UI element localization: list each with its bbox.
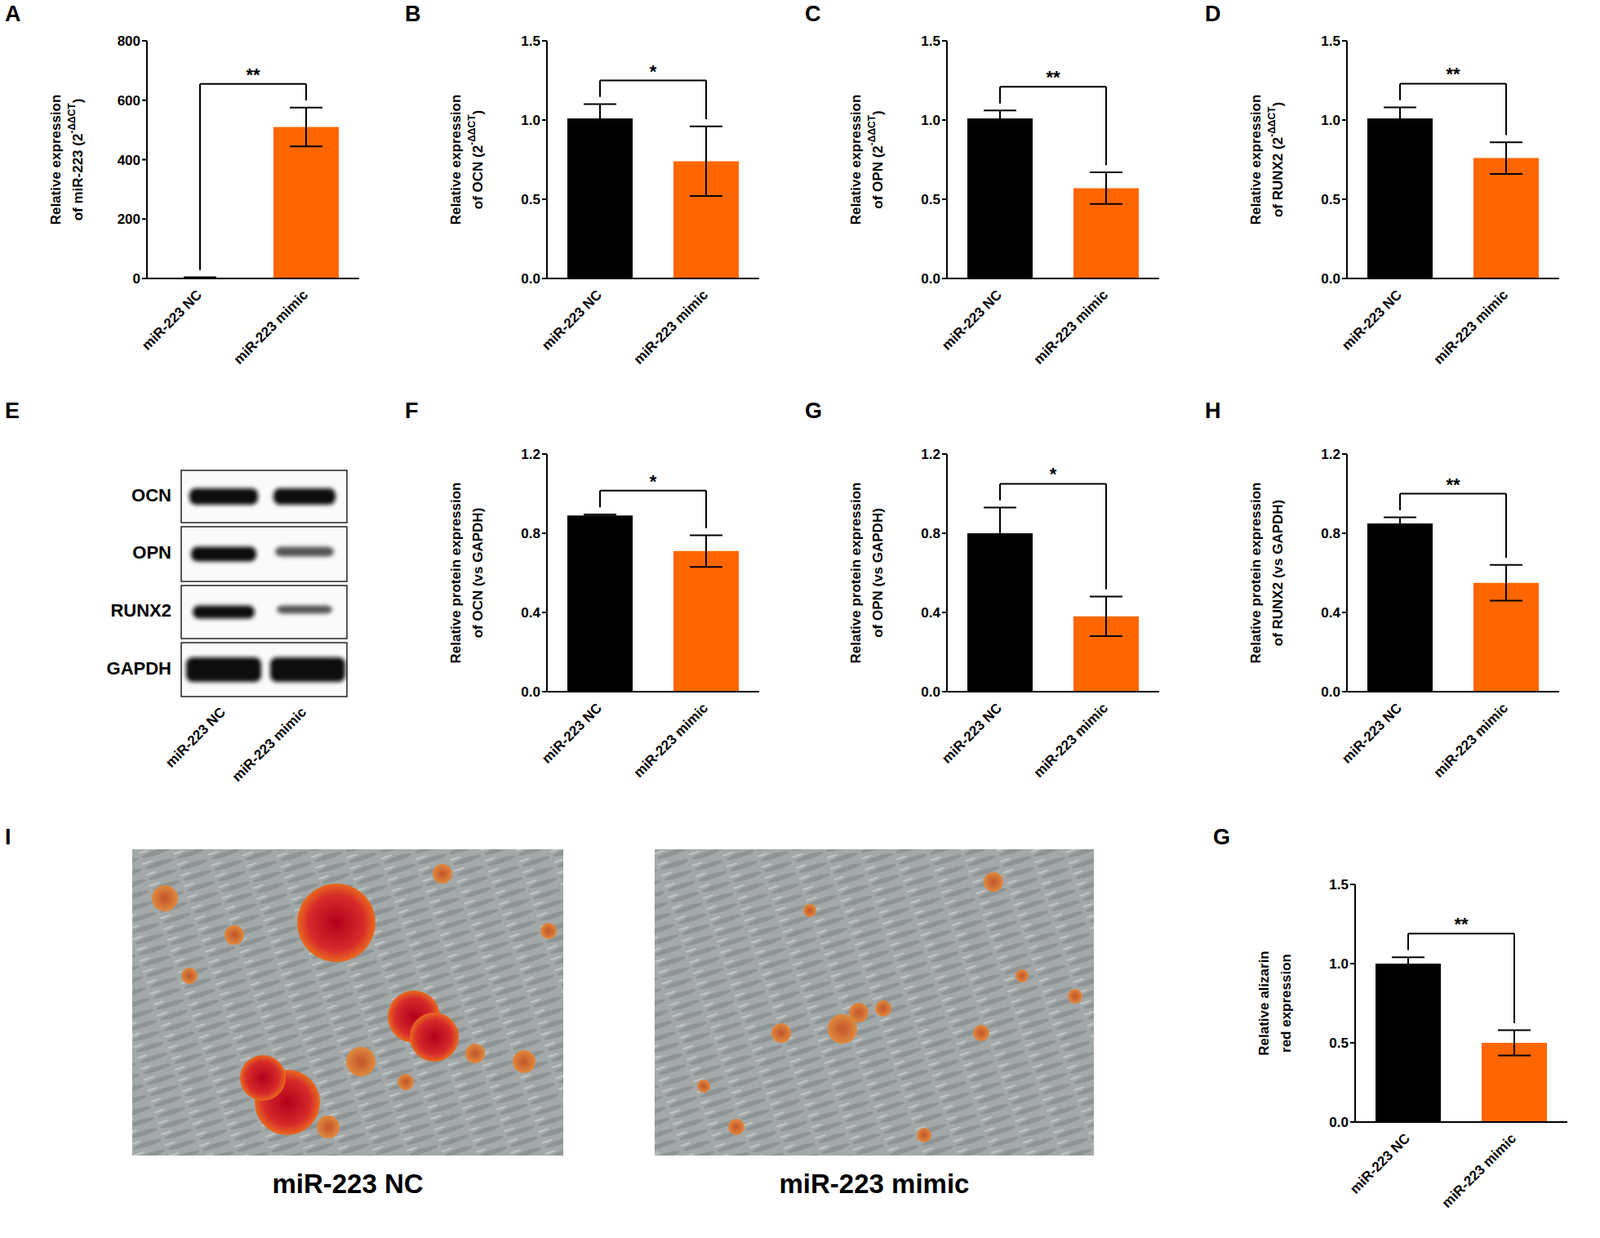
svg-text:Relative alizarin: Relative alizarin — [1256, 950, 1272, 1056]
svg-text:miR-223 mimic: miR-223 mimic — [779, 1168, 970, 1199]
svg-text:0.8: 0.8 — [920, 525, 941, 542]
html-text:C: C — [804, 1, 821, 27]
svg-text:0.5: 0.5 — [920, 191, 941, 208]
svg-text:**: ** — [1445, 474, 1461, 495]
svg-text:of miR-223 (2-ΔΔCT): of miR-223 (2-ΔΔCT) — [66, 98, 86, 222]
svg-text:miR-223 mimic: miR-223 mimic — [231, 287, 312, 368]
svg-text:*: * — [649, 471, 658, 492]
svg-text:0.4: 0.4 — [920, 604, 941, 621]
svg-text:0.8: 0.8 — [520, 525, 541, 542]
svg-text:of RUNX2 (2-ΔΔCT): of RUNX2 (2-ΔΔCT) — [1266, 102, 1286, 218]
html-text:E: E — [4, 398, 20, 423]
svg-text:**: ** — [1453, 913, 1469, 934]
svg-text:GAPDH: GAPDH — [106, 657, 172, 679]
svg-text:1.2: 1.2 — [920, 446, 941, 463]
html-text:A: A — [4, 1, 21, 27]
svg-text:1.5: 1.5 — [1328, 876, 1349, 893]
svg-text:of OCN (2-ΔΔCT): of OCN (2-ΔΔCT) — [466, 110, 486, 209]
svg-text:Relative expression: Relative expression — [448, 94, 464, 226]
svg-text:miR-223 NC: miR-223 NC — [271, 1168, 423, 1199]
svg-text:0.4: 0.4 — [520, 604, 541, 621]
svg-text:miR-223 NC: miR-223 NC — [1346, 1130, 1414, 1197]
svg-text:1.5: 1.5 — [1320, 33, 1341, 49]
svg-text:of OCN (vs GAPDH): of OCN (vs GAPDH) — [470, 507, 486, 639]
svg-text:0.4: 0.4 — [1320, 604, 1341, 621]
svg-text:800: 800 — [117, 33, 141, 49]
svg-text:0.0: 0.0 — [920, 684, 941, 700]
svg-text:miR-223 mimic: miR-223 mimic — [631, 287, 712, 368]
svg-text:*: * — [649, 61, 658, 82]
svg-text:Relative protein expression: Relative protein expression — [448, 481, 464, 663]
svg-text:miR-223 mimic: miR-223 mimic — [1031, 287, 1112, 368]
svg-text:miR-223 NC: miR-223 NC — [538, 287, 605, 354]
svg-text:miR-223 NC: miR-223 NC — [162, 704, 229, 771]
svg-text:1.0: 1.0 — [1320, 112, 1341, 129]
svg-text:OCN: OCN — [131, 484, 172, 506]
svg-text:miR-223 mimic: miR-223 mimic — [1031, 700, 1112, 781]
svg-text:miR-223 NC: miR-223 NC — [138, 287, 205, 354]
svg-text:1.0: 1.0 — [520, 112, 541, 129]
svg-text:miR-223 NC: miR-223 NC — [938, 700, 1005, 767]
html-text:G: G — [804, 398, 823, 423]
svg-text:0.0: 0.0 — [1320, 271, 1341, 287]
svg-text:miR-223 mimic: miR-223 mimic — [229, 704, 310, 785]
svg-text:0.0: 0.0 — [520, 271, 541, 287]
svg-text:Relative expression: Relative expression — [1248, 94, 1264, 226]
svg-text:**: ** — [245, 64, 261, 85]
svg-text:Relative expression: Relative expression — [48, 94, 64, 226]
svg-text:0.5: 0.5 — [1328, 1035, 1349, 1051]
html-text:H: H — [1204, 398, 1221, 423]
svg-text:0.0: 0.0 — [520, 684, 541, 700]
svg-text:0.0: 0.0 — [920, 271, 941, 287]
svg-text:600: 600 — [117, 93, 141, 109]
svg-text:0.5: 0.5 — [1320, 191, 1341, 208]
svg-text:0.5: 0.5 — [520, 191, 541, 208]
svg-text:miR-223 mimic: miR-223 mimic — [1439, 1130, 1520, 1211]
svg-text:miR-223 NC: miR-223 NC — [538, 700, 605, 767]
svg-text:of RUNX2 (vs GAPDH): of RUNX2 (vs GAPDH) — [1270, 499, 1286, 646]
svg-text:miR-223 NC: miR-223 NC — [1338, 700, 1405, 767]
svg-text:of OPN (vs GAPDH): of OPN (vs GAPDH) — [870, 507, 886, 638]
svg-text:miR-223 mimic: miR-223 mimic — [631, 700, 712, 781]
svg-text:OPN: OPN — [132, 542, 172, 563]
svg-text:Relative expression: Relative expression — [848, 94, 864, 226]
svg-text:0.0: 0.0 — [1320, 684, 1341, 700]
html-text:G: G — [1213, 824, 1231, 849]
svg-text:400: 400 — [117, 152, 141, 169]
svg-text:red expression: red expression — [1278, 953, 1294, 1053]
html-text:F: F — [404, 398, 419, 423]
svg-text:1.5: 1.5 — [920, 33, 941, 49]
svg-text:Relative protein expression: Relative protein expression — [1248, 481, 1264, 663]
svg-text:**: ** — [1045, 66, 1061, 88]
svg-text:1.2: 1.2 — [520, 446, 541, 463]
svg-text:miR-223 mimic: miR-223 mimic — [1431, 287, 1512, 368]
svg-text:RUNX2: RUNX2 — [110, 600, 172, 621]
svg-text:0.0: 0.0 — [1328, 1114, 1349, 1130]
svg-text:1.0: 1.0 — [920, 112, 941, 129]
svg-text:miR-223 mimic: miR-223 mimic — [1431, 700, 1512, 781]
html-text:B: B — [404, 1, 421, 27]
svg-text:miR-223 NC: miR-223 NC — [1338, 287, 1405, 354]
svg-text:Relative protein expression: Relative protein expression — [848, 481, 864, 663]
html-text:D: D — [1204, 1, 1221, 27]
svg-text:*: * — [1049, 463, 1058, 485]
svg-text:miR-223 NC: miR-223 NC — [938, 287, 1005, 354]
svg-text:1.2: 1.2 — [1320, 446, 1341, 463]
html-text:I: I — [4, 824, 12, 849]
svg-text:of OPN (2-ΔΔCT): of OPN (2-ΔΔCT) — [866, 110, 886, 209]
svg-text:0: 0 — [133, 271, 141, 287]
svg-text:200: 200 — [117, 211, 141, 227]
svg-text:**: ** — [1445, 63, 1461, 85]
svg-text:1.0: 1.0 — [1328, 955, 1349, 972]
svg-text:1.5: 1.5 — [520, 33, 541, 49]
svg-text:0.8: 0.8 — [1320, 525, 1341, 542]
